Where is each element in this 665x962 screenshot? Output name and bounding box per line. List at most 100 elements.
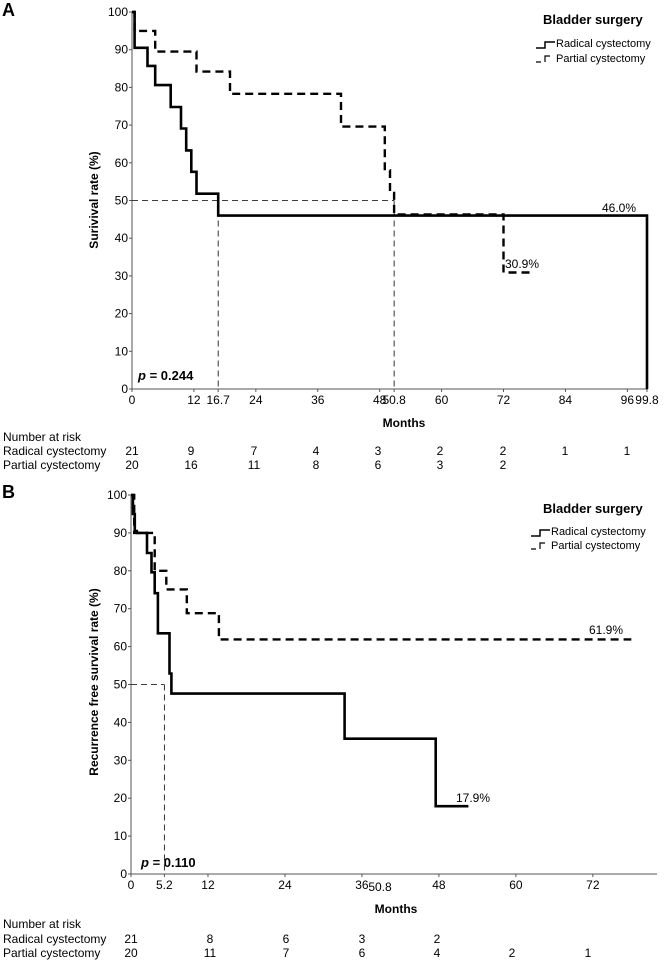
panel-b-curves [131, 493, 632, 808]
panel-b-risk-row-partial-label: Partial cystectomy [3, 946, 100, 960]
x-tick-label: 5.2 [156, 878, 173, 892]
y-tick-label: 0 [121, 382, 128, 396]
panel-a-legend: Bladder surgery Radical cystectomy Parti… [536, 12, 651, 65]
panel-b-risk-values: 21 8 6 3 220 11 7 6 4 2 1 [124, 932, 591, 960]
panel-b-p-value: p = 0.110 [140, 855, 196, 870]
y-tick-label: 50 [115, 194, 129, 208]
y-tick-label: 70 [115, 118, 129, 132]
panel-a-legend-radical-label: Radical cystectomy [556, 38, 651, 50]
panel-a-legend-partial-swatch [536, 55, 550, 63]
risk-value: 3 [359, 932, 366, 946]
x-tick-label: 96 [621, 393, 635, 407]
risk-value: 20 [125, 458, 139, 472]
panel-a-p-symbol: p [137, 368, 146, 383]
risk-value: 1 [562, 444, 569, 458]
y-tick-label: 80 [114, 564, 128, 578]
risk-value: 21 [125, 444, 139, 458]
risk-value: 2 [509, 946, 516, 960]
panel-b-letter: B [2, 482, 15, 502]
risk-value: 8 [313, 458, 320, 472]
x-tick-label: 24 [249, 393, 263, 407]
y-tick-label: 80 [115, 80, 129, 94]
panel-b-axes: 0 10 20 30 40 50 60 70 80 90 100 0 5.2 12 24 36 48 60 72 [107, 488, 657, 892]
y-tick-label: 50 [114, 678, 128, 692]
y-tick-label: 60 [115, 156, 129, 170]
y-tick-label: 60 [114, 640, 128, 654]
y-tick-label: 30 [114, 753, 128, 767]
x-tick-label: 0 [128, 878, 135, 892]
partial-cystectomy-curve [132, 10, 535, 274]
risk-value: 11 [248, 458, 261, 472]
risk-value: 2 [434, 932, 441, 946]
panel-a-radical-final-label: 46.0% [602, 201, 636, 215]
risk-value: 3 [437, 458, 444, 472]
panel-b-legend-partial-label: Partial cystectomy [551, 540, 641, 552]
risk-value: 7 [251, 444, 258, 458]
panel-b-radical-final-label: 17.9% [456, 791, 490, 805]
x-tick-label: 24 [278, 878, 292, 892]
radical-cystectomy-curve [131, 493, 469, 808]
y-tick-label: 100 [107, 488, 127, 502]
x-tick-label: 72 [586, 878, 600, 892]
panel-b-p-symbol: p [140, 855, 149, 870]
risk-value: 6 [359, 946, 366, 960]
panel-b-legend-radical-label: Radical cystectomy [551, 526, 646, 538]
x-tick-label: 48 [432, 878, 446, 892]
x-tick-label: 12 [187, 393, 201, 407]
risk-value: 6 [283, 932, 290, 946]
y-tick-label: 20 [114, 791, 128, 805]
risk-value: 8 [207, 932, 214, 946]
panel-b-extra-median-label: 50.8 [368, 880, 392, 894]
x-tick-label: 16.7 [206, 393, 230, 407]
y-tick-label: 10 [114, 829, 128, 843]
x-tick-label: 50.8 [382, 393, 406, 407]
panel-a-curves [132, 10, 649, 389]
x-tick-label: 60 [509, 878, 523, 892]
panel-a-x-axis-label: Months [383, 416, 426, 430]
panel-b-partial-final-label: 61.9% [589, 623, 623, 637]
risk-value: 6 [375, 458, 382, 472]
panel-a-risk-row-partial-label: Partial cystectomy [3, 458, 100, 472]
risk-value: 4 [313, 444, 320, 458]
x-tick-label: 72 [497, 393, 511, 407]
panel-a-letter: A [2, 0, 15, 20]
risk-value: 3 [375, 444, 382, 458]
risk-value: 1 [585, 946, 592, 960]
radical-cystectomy-curve [132, 10, 649, 389]
panel-a-median-guides [132, 200, 395, 389]
risk-value: 1 [624, 444, 631, 458]
panel-a-risk-title: Number at risk [3, 430, 82, 444]
x-tick-label: 84 [559, 393, 573, 407]
risk-value: 11 [204, 946, 217, 960]
panel-b-risk-title: Number at risk [3, 917, 82, 931]
panel-a-p-text: = 0.244 [146, 368, 194, 383]
panel-a: A Surivival rate (%) Months 010203040506… [2, 0, 659, 472]
panel-a-p-value: p = 0.244 [137, 368, 194, 383]
x-tick-label: 48 [373, 393, 387, 407]
y-tick-label: 90 [115, 43, 129, 57]
risk-value: 7 [283, 946, 290, 960]
x-tick-label: 0 [129, 393, 136, 407]
partial-cystectomy-curve [131, 493, 632, 641]
panel-a-y-axis-label: Surivival rate (%) [87, 151, 101, 248]
panel-a-legend-title: Bladder surgery [543, 12, 643, 27]
panel-b-y-axis-label: Recurrence free survival rate (%) [87, 588, 101, 775]
panel-a-risk-values: 21 9 7 4 3 2 2 1 120 16 11 8 6 3 2 [125, 444, 630, 472]
y-tick-label: 100 [108, 5, 128, 19]
panel-b-legend: Bladder surgery Radical cystectomy Parti… [531, 501, 646, 552]
panel-b: B Recurrence free survival rate (%) Mont… [2, 482, 657, 960]
risk-value: 20 [124, 946, 138, 960]
y-tick-label: 10 [115, 344, 129, 358]
y-tick-label: 30 [115, 269, 129, 283]
y-tick-label: 0 [120, 867, 127, 881]
risk-value: 9 [188, 444, 195, 458]
x-tick-label: 36 [311, 393, 325, 407]
risk-value: 2 [500, 458, 507, 472]
y-tick-label: 40 [114, 715, 128, 729]
y-tick-label: 40 [115, 231, 129, 245]
panel-b-legend-partial-swatch [531, 542, 545, 550]
panel-b-median-guides [131, 684, 165, 874]
y-tick-label: 20 [115, 307, 129, 321]
panel-b-risk-table: Number at risk Radical cystectomy Partia… [3, 917, 592, 960]
